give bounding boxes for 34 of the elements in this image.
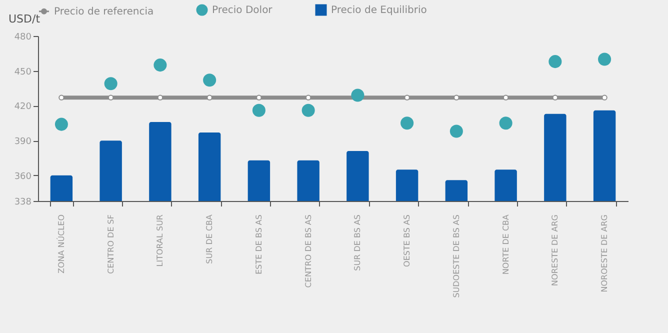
x-tick-label: ZONA NÚCLEO <box>56 214 66 274</box>
y-tick-label: 420 <box>14 102 32 112</box>
legend-label: Precio de referencia <box>54 6 154 18</box>
y-tick-label: 450 <box>14 67 32 78</box>
point <box>54 118 68 131</box>
point <box>351 88 364 102</box>
x-tick-label: NORESTE DE ARG <box>550 214 560 286</box>
y-tick-label: 390 <box>14 137 32 148</box>
x-tick-label: SUDOESTE DE BS AS <box>452 214 461 298</box>
point <box>104 77 118 90</box>
x-tick-label: OESTE BS AS <box>402 214 412 267</box>
point <box>154 58 167 72</box>
point <box>203 74 216 87</box>
y-axis-title: USD/t <box>8 12 41 26</box>
point <box>499 116 512 130</box>
point <box>548 55 562 68</box>
y-tick-label: 360 <box>14 172 32 182</box>
y-tick-label: 338 <box>14 198 32 208</box>
point <box>450 124 463 138</box>
x-tick-label: SUR DE BS AS <box>353 214 362 271</box>
legend-label: Precio Dolor <box>212 5 274 16</box>
point <box>252 104 266 117</box>
point <box>400 116 414 130</box>
legend-label: Precio de Equilibrio <box>331 5 427 16</box>
x-tick-label: LITORAL SUR <box>156 214 165 267</box>
x-tick-label: NORTE DE CBA <box>501 214 510 275</box>
point <box>302 104 315 117</box>
x-tick-label: NOROESTE DE ARG <box>600 214 610 292</box>
x-tick-label: ESTE DE BS AS <box>254 214 264 274</box>
x-tick-label: CENTRO DE SF <box>106 214 116 274</box>
y-tick-label: 480 <box>14 32 32 42</box>
point <box>598 52 612 66</box>
x-tick-label: SUR DE CBA <box>205 214 214 264</box>
x-tick-label: CENTRO DE BS AS <box>304 214 313 288</box>
